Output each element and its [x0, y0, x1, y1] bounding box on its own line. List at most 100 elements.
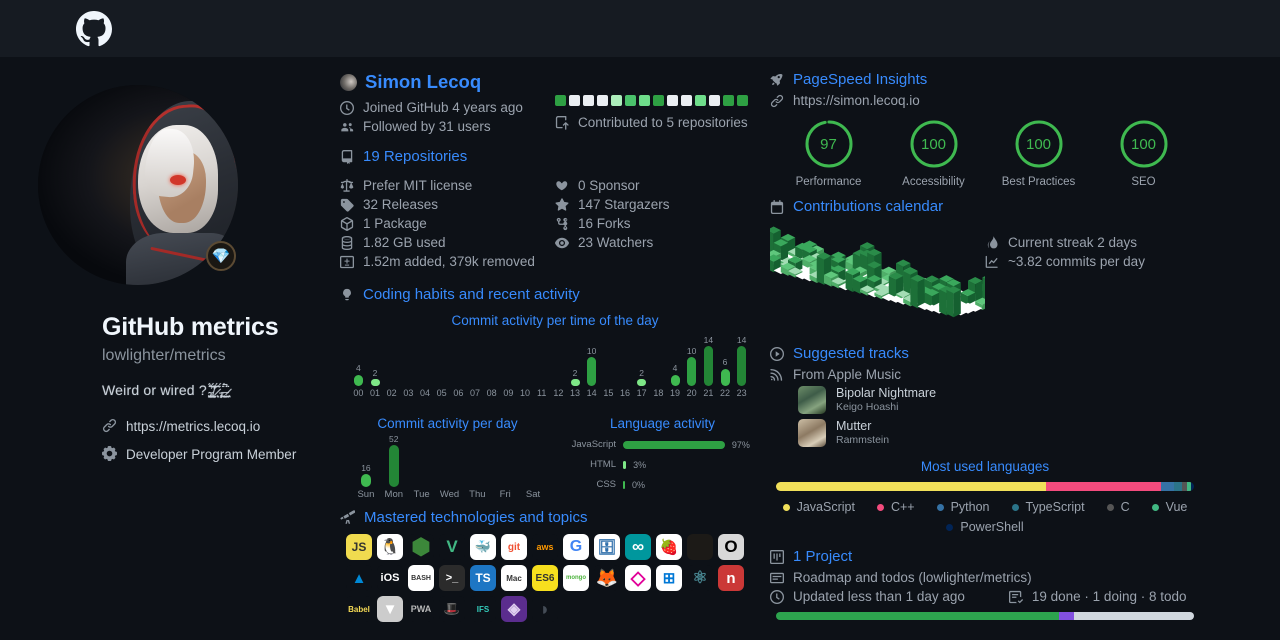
day-axis-label: Fri: [499, 489, 511, 500]
mongodb-icon[interactable]: mongo: [563, 565, 589, 591]
ios-icon[interactable]: iOS: [377, 565, 403, 591]
pwa-icon[interactable]: PWA: [408, 596, 434, 622]
calendar-cell-left: [845, 271, 853, 292]
language-bar-segment: [1160, 482, 1174, 492]
profile-name-row[interactable]: Simon Lecoq: [340, 71, 555, 93]
hour-axis-label: 15: [603, 388, 614, 398]
calendar-cell-left: [910, 278, 918, 309]
pagespeed-gauge: 100: [908, 118, 960, 170]
habits-row[interactable]: Coding habits and recent activity: [340, 286, 770, 303]
hour-axis-label: 05: [436, 388, 447, 398]
calendar-row[interactable]: Contributions calendar: [770, 198, 1200, 215]
hour-bar: [370, 379, 380, 386]
calendar-cell-top: [896, 259, 911, 267]
database-icon: [340, 235, 354, 250]
pagespeed-row[interactable]: PageSpeed Insights: [770, 71, 1200, 88]
arduino-icon[interactable]: ∞: [625, 534, 651, 560]
tracks-source-row: From Apple Music: [770, 367, 1200, 382]
website-link[interactable]: https://metrics.lecoq.io: [102, 418, 340, 436]
language-legend-dot: [936, 503, 944, 511]
pagespeed-score-label: Performance: [795, 176, 862, 188]
developer-program-label: Developer Program Member: [126, 447, 297, 463]
moon-icon[interactable]: ◗: [532, 596, 558, 622]
ifttt-icon[interactable]: IFS: [470, 596, 496, 622]
streak-label: Current streak 2 days: [1008, 235, 1138, 250]
database-icon[interactable]: 🗄: [594, 534, 620, 560]
es6-icon[interactable]: ES6: [532, 565, 558, 591]
hour-axis-label: 21: [703, 388, 714, 398]
hour-axis-label: 11: [536, 388, 547, 398]
page-title: GitHub metrics: [102, 313, 279, 341]
javascript-icon[interactable]: JS: [346, 534, 372, 560]
project-icon: [770, 549, 784, 564]
language-legend-dot: [946, 523, 954, 531]
clock-icon: [340, 100, 354, 115]
pagespeed-gauge: 97: [803, 118, 855, 170]
aws-icon[interactable]: aws: [532, 534, 558, 560]
electron-icon[interactable]: ⚛: [687, 565, 713, 591]
stat-label: 32 Releases: [363, 197, 439, 212]
contribution-square: [695, 95, 706, 106]
project-status-line: Updated less than 1 day ago 19 done · 1 …: [770, 589, 1200, 604]
pagespeed-score-value: 100: [920, 135, 947, 153]
babel-icon[interactable]: Babel: [346, 596, 372, 622]
commits-per-day-label: ~3.82 commits per day: [1008, 254, 1145, 269]
raspberrypi-icon[interactable]: 🍓: [656, 534, 682, 560]
track-item[interactable]: Bipolar Nightmare Keigo Hoashi: [798, 386, 1200, 415]
azure-icon[interactable]: ▲: [346, 565, 372, 591]
tracks-row[interactable]: Suggested tracks: [770, 345, 1200, 362]
hour-axis-label: 06: [453, 388, 464, 398]
windows-icon[interactable]: ⊞: [656, 565, 682, 591]
track-item[interactable]: Mutter Rammstein: [798, 419, 1200, 448]
play-circle-icon: [770, 346, 784, 361]
calendar-cell-right: [917, 278, 925, 309]
github-logo-icon[interactable]: [76, 10, 112, 47]
repositories-row[interactable]: 19 Repositories: [340, 148, 555, 165]
nextjs-icon[interactable]: ◈: [501, 596, 527, 622]
vuetify-icon[interactable]: ▼: [377, 596, 403, 622]
redhat-icon[interactable]: 🎩: [439, 596, 465, 622]
language-activity-row: JavaScript 97%: [555, 439, 770, 450]
language-activity-rows: JavaScript 97% HTML 3% CSS 0%: [555, 439, 770, 490]
pagespeed-score-value: 100: [1025, 135, 1052, 153]
stat-label: 1 Package: [363, 216, 427, 231]
typescript-icon[interactable]: TS: [470, 565, 496, 591]
track-title: Bipolar Nightmare: [836, 386, 937, 400]
language-legend-item: C++: [876, 500, 915, 514]
technologies-row[interactable]: Mastered technologies and topics: [340, 509, 770, 526]
macos-icon[interactable]: Mac: [501, 565, 527, 591]
most-used-languages-title: Most used languages: [920, 459, 1050, 475]
package-icon: [340, 216, 354, 231]
language-bar-segment: [1182, 482, 1188, 492]
firefox-icon[interactable]: 🦊: [594, 565, 620, 591]
pagespeed-score-label: Accessibility: [902, 176, 965, 188]
project-row[interactable]: 1 Project: [770, 548, 1200, 565]
opera-icon[interactable]: O: [718, 534, 744, 560]
terminal-icon[interactable]: >_: [439, 565, 465, 591]
stat-row: 16 Forks: [555, 216, 770, 231]
hour-bar-group: 14: [696, 335, 720, 386]
track-title: Mutter: [836, 419, 872, 434]
git-icon[interactable]: git: [501, 534, 527, 560]
nodejs-icon[interactable]: ⬢: [408, 534, 434, 560]
graphql-icon[interactable]: ◇: [625, 565, 651, 591]
linux-icon[interactable]: 🐧: [377, 534, 403, 560]
user-bio-glitch: ̴̢̛̯̺̗̙̱̜͎̈́̊͝ͅ ̸̨̛̬̱̤̩̣̑̈́̕ ̷̣̟̖̈́̂ ̵̡̧…: [210, 383, 229, 398]
npm-icon[interactable]: n: [718, 565, 744, 591]
track-artwork: [798, 386, 826, 415]
checklist-icon: [1008, 590, 1023, 604]
bash-icon[interactable]: BASH: [408, 565, 434, 591]
docker-icon[interactable]: 🐳: [470, 534, 496, 560]
joined-row: Joined GitHub 4 years ago: [340, 100, 555, 115]
pagespeed-url-row[interactable]: https://simon.lecoq.io: [770, 93, 1200, 108]
github-icon[interactable]: [687, 534, 713, 560]
isometric-calendar-svg: [737, 226, 1004, 318]
calendar-cell-top: [924, 288, 940, 297]
hour-axis-label: 04: [419, 388, 431, 398]
calendar-cell-top: [831, 265, 846, 273]
vuejs-icon[interactable]: V: [439, 534, 465, 560]
google-icon[interactable]: G: [563, 534, 589, 560]
lightbulb-icon: [340, 288, 354, 302]
calendar-cell-top: [867, 261, 882, 269]
